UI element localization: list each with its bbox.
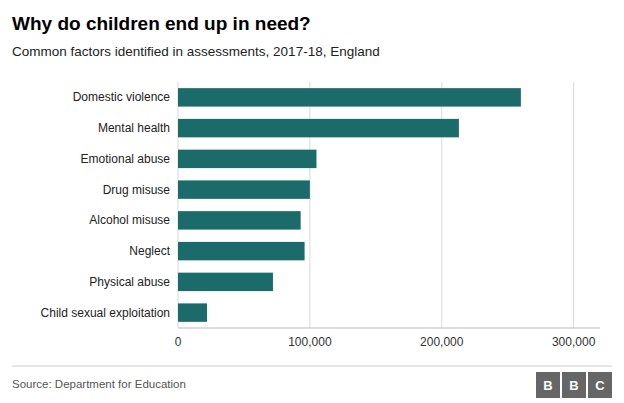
category-label: Drug misuse [103, 183, 171, 197]
chart-container: Why do children end up in need? Common fa… [0, 0, 624, 403]
bars [178, 88, 521, 322]
logo-letter: B [543, 378, 552, 393]
grid [178, 82, 574, 328]
grid-line [573, 82, 574, 328]
bar [178, 88, 521, 106]
bar [178, 119, 459, 137]
x-axis: 0 100,000 200,000 300,000 [175, 328, 600, 349]
title: Why do children end up in need? [12, 13, 311, 34]
logo-letter: B [569, 378, 578, 393]
tick-label: 0 [175, 335, 182, 349]
y-axis: Child sexual exploitation Physical abuse N… [41, 90, 171, 319]
tick-label: 300,000 [552, 335, 596, 349]
category-label: Mental health [98, 121, 170, 135]
category-label: Physical abuse [89, 275, 170, 289]
source: Source: Department for Education [12, 378, 186, 390]
footer-rule [12, 366, 612, 367]
subtitle: Common factors identified in assessments… [12, 44, 380, 59]
bar [178, 242, 305, 260]
bar [178, 303, 207, 321]
tick-label: 100,000 [288, 335, 332, 349]
chart-svg: Why do children end up in need? Common fa… [0, 0, 624, 403]
logo-box [562, 372, 586, 398]
category-label: Domestic violence [73, 90, 171, 104]
tick-label: 200,000 [420, 335, 464, 349]
category-label: Emotional abuse [81, 152, 171, 166]
logo-box [536, 372, 560, 398]
category-label: Child sexual exploitation [41, 306, 170, 320]
x-axis-line [178, 328, 600, 329]
logo-box [588, 372, 612, 398]
bar [178, 273, 273, 291]
category-label: Neglect [129, 244, 170, 258]
logo: BBC [536, 372, 612, 398]
bar [178, 150, 316, 168]
bar [178, 211, 301, 229]
bar [178, 180, 310, 198]
logo-letter: C [595, 378, 605, 393]
category-label: Alcohol misuse [89, 213, 170, 227]
